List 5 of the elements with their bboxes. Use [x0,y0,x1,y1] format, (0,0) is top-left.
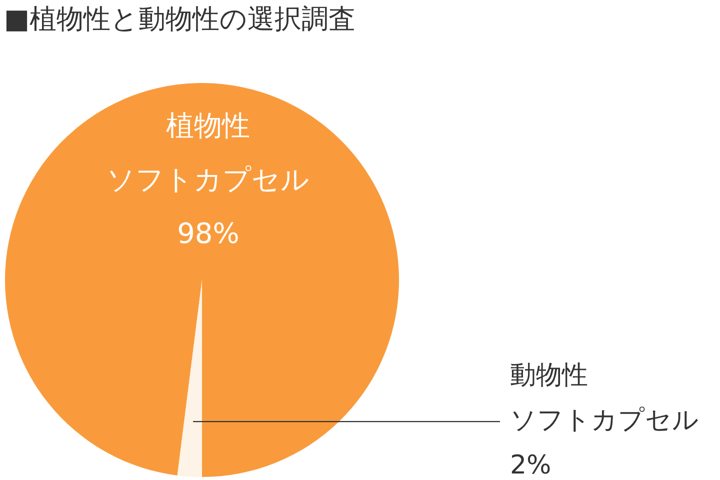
slice-label: 植物性ソフトカプセル [106,108,310,196]
data-label: 98% [177,216,240,250]
slice-label: 動物性ソフトカプセル [510,360,699,436]
chart-title: ■植物性と動物性の選択調査 [4,3,356,37]
data-label: 2% [510,450,552,480]
